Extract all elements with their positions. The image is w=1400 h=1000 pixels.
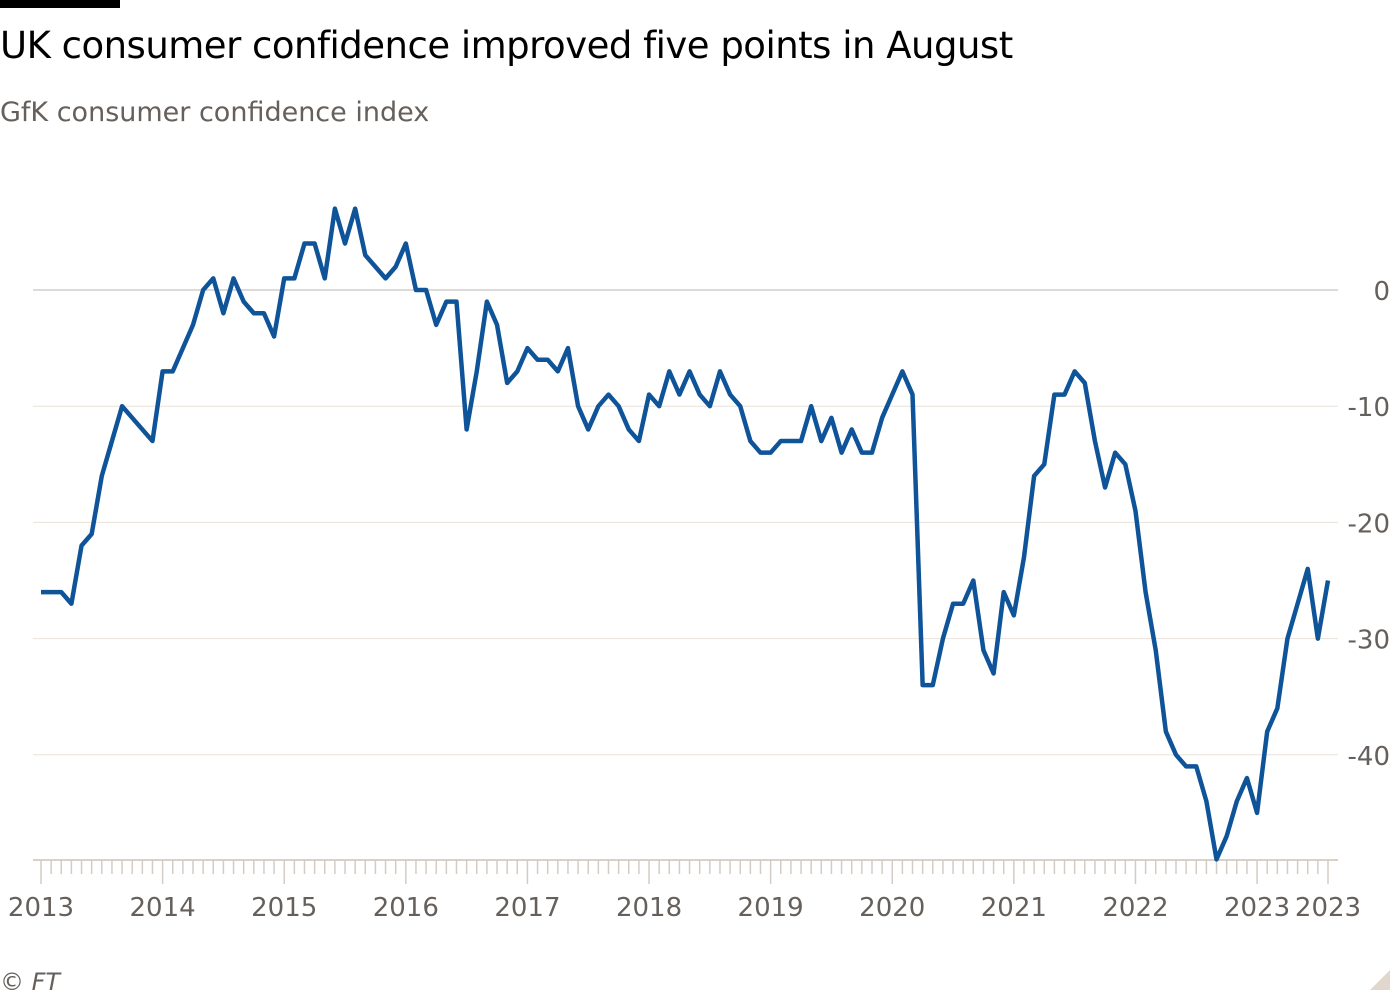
y-tick-label: -40	[1348, 742, 1390, 772]
y-tick-label: -10	[1348, 393, 1390, 423]
x-tick-label: 2017	[494, 893, 560, 923]
chart-title: UK consumer confidence improved five poi…	[0, 24, 1013, 67]
source-note: © FT	[0, 968, 61, 996]
chart-subtitle: GfK consumer confidence index	[0, 97, 430, 128]
x-tick-label: 2021	[981, 893, 1047, 923]
x-tick-label: 2015	[251, 893, 317, 923]
series-line	[41, 206, 1331, 862]
x-tick-label: 2014	[130, 893, 196, 923]
corner-mark	[1370, 970, 1390, 990]
x-tick-label: 2013	[8, 893, 74, 923]
x-tick-label: 2023	[1224, 893, 1290, 923]
ft-top-bar	[0, 0, 120, 8]
x-tick-label: 2023	[1295, 893, 1361, 923]
x-tick-label: 2020	[859, 893, 925, 923]
x-tick-label: 2022	[1102, 893, 1168, 923]
y-tick-label: -30	[1348, 626, 1390, 656]
x-tick-label: 2016	[373, 893, 439, 923]
x-tick-label: 2019	[738, 893, 804, 923]
y-tick-label: 0	[1373, 277, 1390, 307]
x-tick-label: 2018	[616, 893, 682, 923]
y-tick-label: -20	[1348, 509, 1390, 539]
